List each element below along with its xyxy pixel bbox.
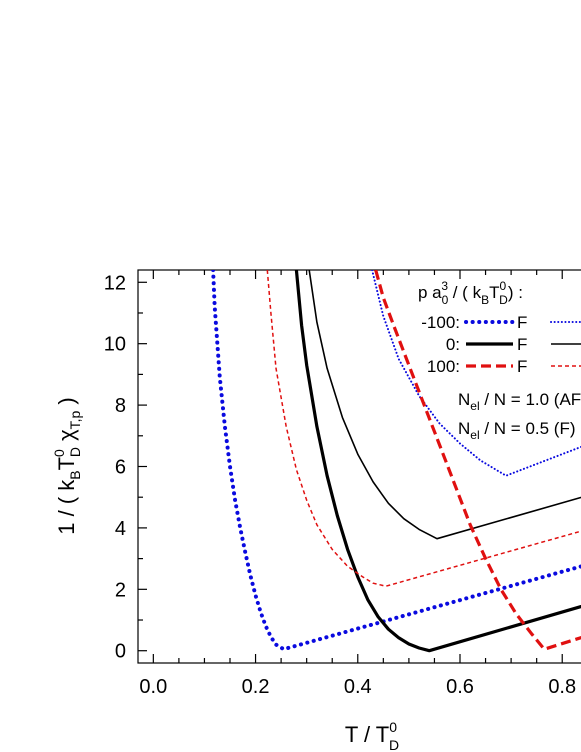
x-tick-label: 0.0: [139, 676, 167, 698]
y-tick-label: 6: [115, 457, 126, 479]
x-tick-label: 0.8: [548, 676, 576, 698]
legend-f-label-neg100: F: [517, 313, 527, 332]
series-line-0-f: [294, 270, 581, 653]
y-tick-label: 0: [115, 641, 126, 663]
x-tick-label: 0.6: [446, 676, 474, 698]
legend: p a03 / ( kBT0 D) : -100: F 0: F 100: F N…: [418, 279, 581, 442]
plot-frame: [137, 269, 581, 664]
series-line-neg100-af: [371, 270, 581, 477]
axis-tick-labels: 0.0 0.2 0.4 0.6 0.8 0 2 4 6 8 10 12: [104, 272, 576, 698]
legend-f-label-100: F: [517, 357, 527, 376]
y-tick-label: 10: [104, 334, 126, 356]
y-tick-label: 2: [115, 579, 126, 601]
x-tick-label: 0.2: [242, 676, 270, 698]
axis-ticks: [138, 270, 563, 663]
y-tick-label: 4: [115, 518, 126, 540]
y-tick-label: 12: [104, 272, 126, 294]
series-line-100-af: [266, 270, 581, 587]
series-line-100-f: [374, 270, 581, 651]
y-tick-label: 8: [115, 395, 126, 417]
data-series: [211, 270, 581, 653]
series-line-neg100-f: [211, 270, 581, 652]
series-line-0-af: [308, 270, 581, 540]
legend-row-label-neg100: -100:: [421, 313, 460, 332]
x-axis-label: T / T0 D: [345, 719, 399, 752]
legend-row-label-100: 100:: [427, 357, 460, 376]
y-axis-label: 1 / ( kBT0D χT,p ): [51, 397, 83, 535]
x-tick-label: 0.4: [344, 676, 372, 698]
legend-title: p a03 / ( kBT0 D) :: [418, 279, 523, 307]
legend-f-label-0: F: [517, 335, 527, 354]
legend-note-af: Nel / N = 1.0 (AF): [458, 390, 581, 413]
legend-note-f: Nel / N = 0.5 (F): [458, 419, 576, 442]
legend-row-label-0: 0:: [446, 335, 460, 354]
